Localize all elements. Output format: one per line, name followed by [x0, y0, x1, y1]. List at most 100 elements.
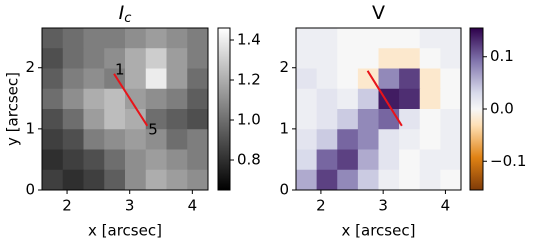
x-tick-label: 2 — [316, 197, 326, 215]
heatmap-cell — [104, 129, 126, 150]
heatmap-cell — [62, 48, 84, 69]
heatmap-cell — [166, 169, 188, 191]
x-tick-label: 4 — [441, 197, 451, 215]
colorbar-tick-label: −0.1 — [490, 152, 526, 170]
heatmap-cell — [166, 129, 188, 150]
y-axis-label: y [arcsec] — [4, 72, 22, 146]
heatmap-cell — [378, 48, 400, 69]
heatmap-cell — [104, 109, 126, 130]
heatmap-cell — [316, 88, 338, 110]
heatmap-cell — [357, 169, 379, 191]
heatmap-cell — [316, 129, 338, 150]
heatmap-cell — [399, 129, 421, 150]
heatmap-cell — [187, 88, 209, 110]
slit-label: 5 — [148, 120, 158, 138]
slit-line — [113, 73, 149, 127]
x-tick-label: 3 — [125, 197, 135, 215]
heatmap-cell — [357, 88, 379, 110]
heatmap-cell — [104, 169, 126, 191]
title-subscript: c — [124, 11, 131, 26]
heatmap-cell — [83, 88, 105, 110]
heatmap-cell — [187, 28, 209, 49]
heatmap-cell — [378, 88, 400, 110]
heatmap-cell — [42, 169, 64, 191]
heatmap-cell — [187, 48, 209, 69]
heatmap-cell — [357, 129, 379, 150]
heatmap-cell — [378, 169, 400, 191]
heatmap-cell — [42, 129, 64, 150]
x-tick-label: 3 — [378, 197, 388, 215]
heatmap-cell — [83, 48, 105, 69]
heatmap-cell — [399, 149, 421, 171]
heatmap-cell — [166, 68, 188, 90]
heatmap-cell — [337, 48, 359, 69]
heatmap-cell — [296, 149, 318, 171]
heatmap-cell — [419, 48, 441, 69]
axes-frame — [41, 27, 209, 191]
heatmap-cell — [399, 88, 421, 110]
heatmap-cell — [125, 129, 147, 150]
heatmap-cell — [296, 129, 318, 150]
heatmap-cell — [42, 149, 64, 171]
heatmap-cell — [125, 48, 147, 69]
heatmap-cell — [316, 149, 338, 171]
heatmap-cell — [42, 28, 64, 49]
heatmap-cell — [42, 68, 64, 90]
heatmap-cell — [316, 68, 338, 90]
heatmap-cell — [316, 48, 338, 69]
heatmap-cell — [419, 149, 441, 171]
heatmap-cell — [104, 88, 126, 110]
chart-title: Ic — [119, 2, 132, 26]
heatmap-cell — [42, 48, 64, 69]
heatmap-cell — [378, 109, 400, 130]
heatmap-cell — [145, 88, 167, 110]
colorbar — [469, 27, 484, 191]
heatmap-cell — [357, 28, 379, 49]
heatmap-cell — [125, 68, 147, 90]
heatmap-cell — [357, 109, 379, 130]
colorbar-tick-label: 0.0 — [490, 100, 514, 118]
heatmap-cell — [125, 28, 147, 49]
heatmap-cell — [83, 149, 105, 171]
heatmap-cell — [104, 48, 126, 69]
heatmap-cell — [419, 169, 441, 191]
heatmap-cell — [145, 109, 167, 130]
heatmap-cell — [440, 129, 462, 150]
heatmap-cell — [62, 109, 84, 130]
slit-label: 1 — [115, 60, 125, 78]
heatmap-cell — [166, 149, 188, 171]
heatmap-cell — [145, 68, 167, 90]
heatmap-cell — [357, 149, 379, 171]
heatmap-cell — [296, 109, 318, 130]
heatmap-cell — [337, 68, 359, 90]
heatmap-cell — [440, 68, 462, 90]
heatmap-cell — [337, 129, 359, 150]
heatmap-cell — [62, 129, 84, 150]
heatmap-cell — [166, 88, 188, 110]
x-axis-label: x [arcsec] — [342, 222, 416, 240]
heatmap-cell — [296, 169, 318, 191]
axes-frame — [295, 27, 462, 191]
heatmap-cell — [187, 129, 209, 150]
heatmap-cell — [166, 48, 188, 69]
heatmap-cell — [83, 169, 105, 191]
heatmap-cell — [378, 28, 400, 49]
heatmap-cell — [357, 68, 379, 90]
colorbar-tick-label: 1.4 — [237, 31, 261, 49]
heatmap-cell — [316, 109, 338, 130]
heatmap-cell — [399, 28, 421, 49]
heatmap-cell — [316, 169, 338, 191]
title-main: V — [372, 2, 385, 24]
x-axis-label: x [arcsec] — [88, 222, 162, 240]
heatmap-cell — [62, 169, 84, 191]
heatmap-cell — [357, 48, 379, 69]
heatmap-cell — [337, 109, 359, 130]
heatmap-cell — [104, 149, 126, 171]
heatmap-cell — [296, 28, 318, 49]
heatmap-cell — [166, 109, 188, 130]
heatmap-cell — [187, 169, 209, 191]
heatmap-cell — [83, 28, 105, 49]
y-tick-label: 1 — [25, 119, 35, 137]
heatmap-cell — [337, 28, 359, 49]
